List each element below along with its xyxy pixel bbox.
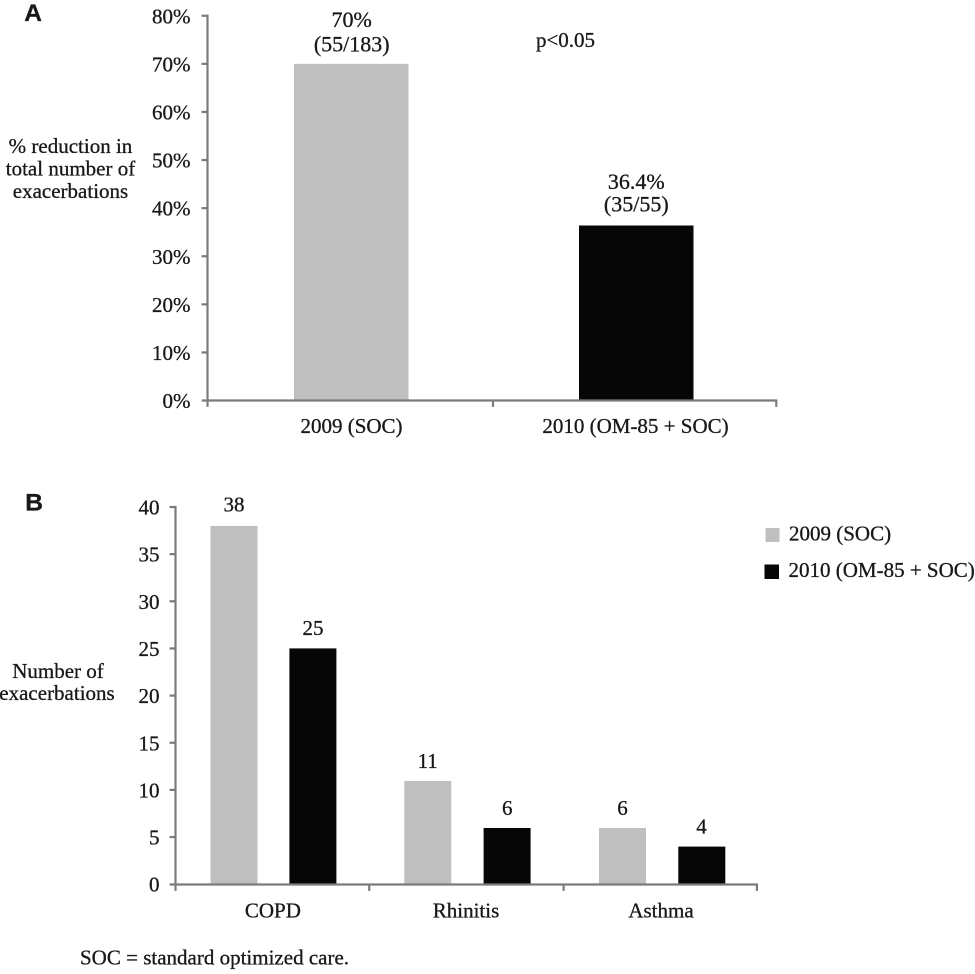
svg-text:5: 5 [149,826,160,850]
svg-text:% reduction in: % reduction in [9,134,133,158]
svg-text:25: 25 [139,637,160,661]
svg-text:6: 6 [502,796,513,820]
svg-text:(55/183): (55/183) [314,31,390,56]
svg-text:70%: 70% [152,52,191,76]
svg-text:20%: 20% [152,293,191,317]
svg-text:SOC = standard optimized care.: SOC = standard optimized care. [80,946,349,970]
svg-text:Number of: Number of [12,659,104,683]
svg-text:25: 25 [303,616,324,640]
svg-text:exacerbations: exacerbations [0,681,115,705]
svg-text:2010 (OM-85 + SOC): 2010 (OM-85 + SOC) [789,558,975,582]
svg-text:35: 35 [139,543,160,567]
svg-text:30: 30 [139,590,160,614]
svg-text:36.4%: 36.4% [608,169,665,194]
svg-text:30%: 30% [152,245,191,269]
svg-text:70%: 70% [332,7,372,32]
svg-text:Rhinitis: Rhinitis [433,899,500,923]
svg-text:40%: 40% [152,197,191,221]
svg-text:4: 4 [696,814,707,838]
svg-text:2009 (SOC): 2009 (SOC) [789,522,891,546]
svg-text:Asthma: Asthma [628,899,694,923]
svg-text:0%: 0% [163,389,191,413]
svg-text:38: 38 [224,493,245,517]
svg-text:0: 0 [149,873,160,897]
svg-text:40: 40 [139,496,160,520]
svg-text:p<0.05: p<0.05 [536,28,595,52]
svg-text:60%: 60% [152,100,191,124]
svg-text:A: A [24,0,42,27]
svg-text:11: 11 [418,749,438,773]
svg-text:10: 10 [139,778,160,802]
svg-text:B: B [25,489,43,516]
svg-text:80%: 80% [152,4,191,28]
svg-text:6: 6 [617,796,628,820]
svg-text:total number of: total number of [6,156,135,180]
svg-text:2009 (SOC): 2009 (SOC) [300,414,402,438]
svg-text:15: 15 [139,731,160,755]
svg-text:(35/55): (35/55) [604,192,669,217]
svg-text:2010 (OM-85 + SOC): 2010 (OM-85 + SOC) [542,414,728,438]
svg-text:20: 20 [139,684,160,708]
svg-text:10%: 10% [152,341,191,365]
svg-text:50%: 50% [152,149,191,173]
svg-text:COPD: COPD [245,899,301,923]
svg-text:exacerbations: exacerbations [13,179,128,203]
